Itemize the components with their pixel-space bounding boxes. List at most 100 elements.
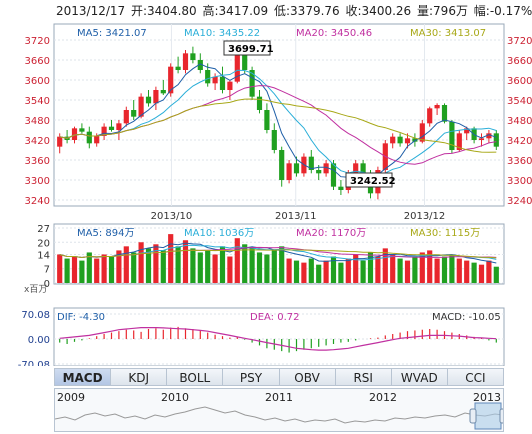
candle-body [434,105,440,109]
candle-body [464,128,470,134]
navigator-handle-left[interactable] [469,408,477,424]
volume-bar [419,252,425,283]
low-marker-box [345,172,393,188]
macd-y-tick: 0.00 [28,335,50,346]
price-x-labels: 2013/10 2013/11 2013/12 [151,211,446,222]
volume-bar [64,258,70,283]
candle-body [449,121,455,150]
candle-body [242,50,248,70]
volume-bar [323,260,329,283]
volume-bar [338,262,344,283]
navigator-year-label: 2013 [473,391,501,404]
volume-bar [86,252,92,283]
price-y-tick-right: 3540 [507,96,532,107]
volume-bar [190,248,196,283]
candle-body [271,130,277,150]
macd-y-axis: 70.08 0.00 -70.08 [18,310,504,366]
macd-dif-label: DIF: -4.30 [57,312,105,323]
volume-bar [205,250,211,283]
volume-bar [168,234,174,283]
volume-bar [123,246,129,283]
quote-volume: 量:796万 [417,4,468,18]
candle-body [79,128,85,132]
candle-body [308,156,314,170]
price-ma10-label: MA10: 3435.22 [184,28,260,39]
price-ma10-line [59,69,497,177]
navigator-handle-right[interactable] [499,408,503,424]
candle-body [57,136,63,147]
tab-rsi[interactable]: RSI [335,368,392,386]
volume-bar [264,254,270,283]
tab-obv[interactable]: OBV [279,368,336,386]
candle-body [131,110,137,117]
volume-bar [412,256,418,283]
candle-body [71,128,78,140]
candle-body [360,163,366,174]
navigator-overview [55,402,503,430]
macd-y-tick: 70.08 [21,310,50,321]
candle-body [330,163,337,187]
price-x-label: 2013/12 [404,211,446,222]
candle-body [316,170,322,174]
quote-change: 幅:-0.17% [473,4,532,18]
macd-dea-label: DEA: 0.72 [250,312,300,323]
volume-unit: x百万 [24,284,47,295]
volume-bar [375,256,381,283]
volume-bar [279,246,285,283]
candle-body [219,76,226,90]
volume-bar [101,254,107,283]
tab-kdj[interactable]: KDJ [111,368,168,386]
candle-body [153,90,159,104]
volume-bar [301,262,307,283]
volume-bar [397,258,403,283]
candle-body [249,70,255,97]
price-ma30-line [59,98,497,153]
volume-y-tick: 7 [44,265,50,276]
volume-bar [367,252,374,283]
candle-body [182,53,189,70]
price-y-tick-right: 3420 [507,136,532,147]
candle-body [338,186,344,190]
volume-bar [456,258,462,283]
volume-bar [360,260,366,283]
volume-y-tick: 27 [37,224,50,235]
candle-body [412,138,418,142]
price-y-tick-right: 3720 [507,36,532,47]
navigator-selection[interactable] [474,402,502,430]
quote-low: 低:3379.76 [274,4,340,18]
candle-body [123,110,129,124]
volume-bar [94,258,100,283]
volume-bar [153,244,159,283]
volume-bar [71,256,78,283]
volume-bar [427,250,433,283]
quote-header: 2013/12/17 开:3404.80 高:3417.09 低:3379.76… [0,0,532,22]
quote-open: 开:3404.80 [131,4,197,18]
time-navigator[interactable]: 2009 2010 2011 2012 2013 [54,388,504,432]
volume-bar [57,254,63,283]
price-y-tick-left: 3360 [25,156,50,167]
volume-bar [471,262,477,283]
candle-body [86,131,92,144]
tab-boll[interactable]: BOLL [167,368,224,386]
price-y-tick-left: 3300 [25,176,50,187]
candle-body [486,133,492,139]
price-x-label: 2013/10 [151,211,193,222]
candle-body [227,81,233,90]
indicator-tabs: MACD KDJ BOLL PSY OBV RSI WVAD CCI [54,368,504,386]
ma-lines [59,63,497,180]
tab-psy[interactable]: PSY [223,368,280,386]
volume-ma30-label: MA30: 1115万 [410,228,480,239]
volume-bar [131,252,137,283]
candle-body [108,126,115,130]
tab-cci[interactable]: CCI [447,368,504,386]
navigator-year-label: 2012 [369,391,397,404]
volume-ma10-label: MA10: 1036万 [184,228,254,239]
candle-body [205,70,211,84]
volume-bar [316,264,322,283]
macd-value-label: MACD: -10.05 [432,312,501,323]
tab-wvad[interactable]: WVAD [391,368,448,386]
tab-macd[interactable]: MACD [54,368,112,386]
candle-body [212,76,218,84]
volume-bar [441,256,448,283]
price-y-tick-left: 3240 [25,196,50,207]
